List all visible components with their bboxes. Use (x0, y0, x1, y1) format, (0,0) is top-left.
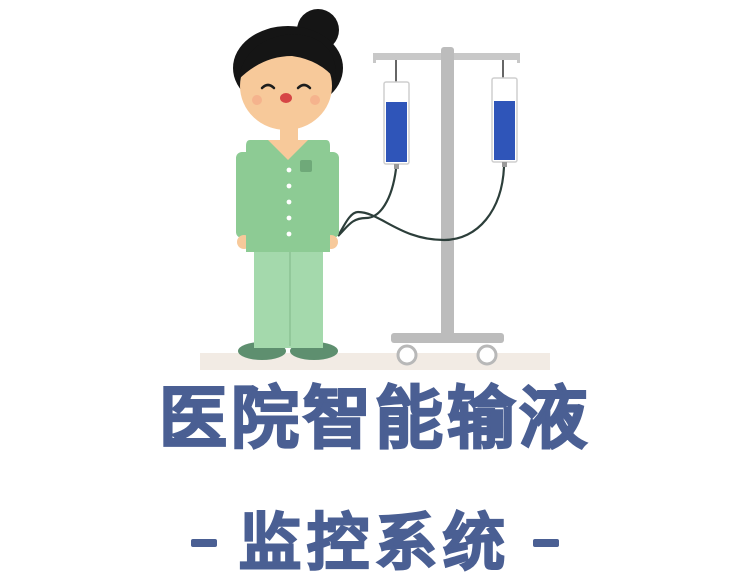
main-title: 医院智能输液 (158, 379, 591, 460)
left-dash (190, 538, 217, 547)
iv-tube-left (337, 168, 398, 237)
iv-drip-stand-icon (337, 47, 520, 366)
nurse-iv-illustration (200, 9, 550, 370)
iv-bag-right (491, 77, 518, 167)
subtitle-row: 监控系统 (0, 505, 750, 581)
subtitle: 监控系统 (238, 505, 511, 580)
floor-strip (200, 353, 550, 370)
right-dash (533, 538, 559, 547)
iv-tube-right (337, 166, 506, 242)
nurse-figure-icon (233, 9, 343, 360)
iv-bag-left (383, 81, 410, 169)
